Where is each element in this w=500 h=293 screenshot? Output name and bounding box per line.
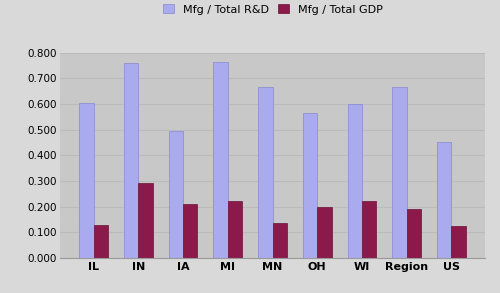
Bar: [80, 103, 94, 258]
Bar: [272, 223, 287, 258]
Bar: [303, 113, 317, 258]
Bar: [138, 183, 152, 258]
Bar: [228, 202, 242, 258]
Bar: [317, 207, 332, 258]
Bar: [437, 142, 452, 258]
Bar: [362, 202, 376, 258]
Bar: [392, 87, 406, 258]
Bar: [406, 209, 421, 258]
Bar: [124, 63, 138, 258]
Bar: [214, 62, 228, 258]
Bar: [348, 104, 362, 258]
Bar: [94, 224, 108, 258]
Bar: [258, 87, 272, 258]
Legend: Mfg / Total R&D, Mfg / Total GDP: Mfg / Total R&D, Mfg / Total GDP: [160, 1, 386, 18]
Bar: [169, 131, 183, 258]
Bar: [452, 226, 466, 258]
Bar: [183, 204, 198, 258]
